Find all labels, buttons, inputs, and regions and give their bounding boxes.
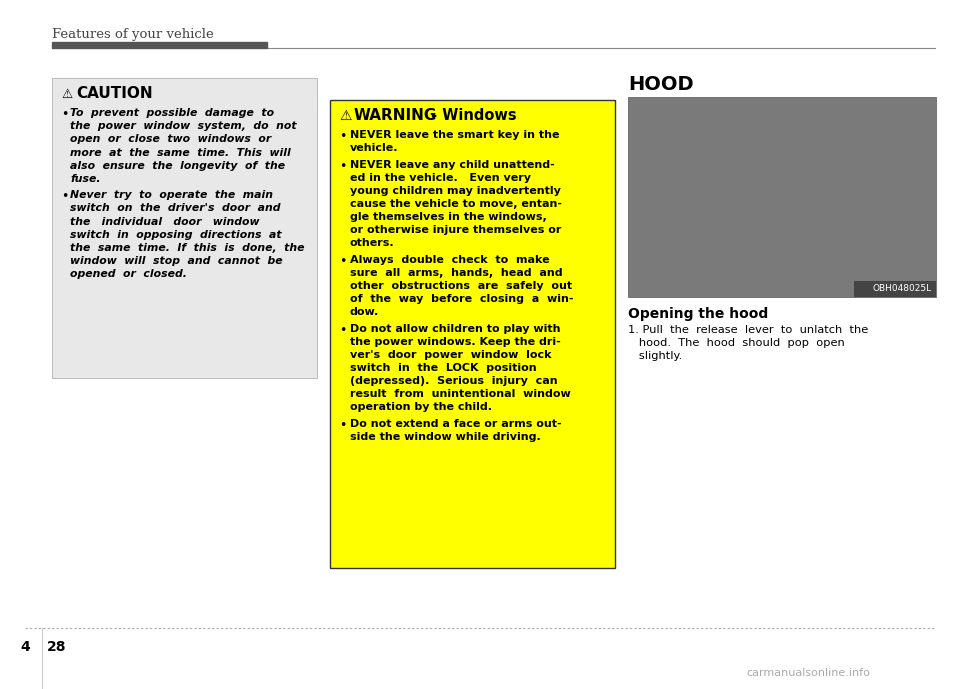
Text: window  will  stop  and  cannot  be: window will stop and cannot be <box>70 256 282 266</box>
FancyBboxPatch shape <box>330 100 615 568</box>
Text: cause the vehicle to move, entan-: cause the vehicle to move, entan- <box>350 199 562 209</box>
Text: other  obstructions  are  safely  out: other obstructions are safely out <box>350 281 572 291</box>
Text: •: • <box>339 419 347 432</box>
Text: 1. Pull  the  release  lever  to  unlatch  the: 1. Pull the release lever to unlatch the <box>628 325 868 335</box>
Text: sure  all  arms,  hands,  head  and: sure all arms, hands, head and <box>350 268 563 278</box>
Text: ⚠: ⚠ <box>339 109 351 123</box>
Text: •: • <box>339 160 347 173</box>
Text: gle themselves in the windows,: gle themselves in the windows, <box>350 212 547 222</box>
Text: the  power  window  system,  do  not: the power window system, do not <box>70 121 297 131</box>
Text: switch  in  opposing  directions  at: switch in opposing directions at <box>70 230 281 240</box>
Text: side the window while driving.: side the window while driving. <box>350 432 540 442</box>
Text: (depressed).  Serious  injury  can: (depressed). Serious injury can <box>350 376 558 386</box>
Text: •: • <box>61 108 68 121</box>
Text: of  the  way  before  closing  a  win-: of the way before closing a win- <box>350 294 573 304</box>
Text: HOOD: HOOD <box>628 75 694 94</box>
FancyBboxPatch shape <box>52 78 317 378</box>
Bar <box>854 281 936 297</box>
Text: or otherwise injure themselves or: or otherwise injure themselves or <box>350 225 562 235</box>
Text: opened  or  closed.: opened or closed. <box>70 269 187 280</box>
Text: Features of your vehicle: Features of your vehicle <box>52 28 214 41</box>
Text: young children may inadvertently: young children may inadvertently <box>350 186 561 196</box>
Text: •: • <box>339 130 347 143</box>
Text: 4: 4 <box>20 640 30 654</box>
Text: •: • <box>339 324 347 337</box>
Text: also  ensure  the  longevity  of  the: also ensure the longevity of the <box>70 161 285 171</box>
Bar <box>52 42 267 48</box>
Text: ed in the vehicle.   Even very: ed in the vehicle. Even very <box>350 173 531 183</box>
Text: slightly.: slightly. <box>628 351 683 361</box>
Text: •: • <box>339 255 347 268</box>
Text: vehicle.: vehicle. <box>350 143 398 153</box>
Text: switch  on  the  driver's  door  and: switch on the driver's door and <box>70 203 280 214</box>
Text: the   individual   door   window: the individual door window <box>70 216 259 227</box>
Text: - Windows: - Windows <box>426 108 516 123</box>
Text: ver's  door  power  window  lock: ver's door power window lock <box>350 350 551 360</box>
Text: more  at  the  same  time.  This  will: more at the same time. This will <box>70 147 291 158</box>
Text: Always  double  check  to  make: Always double check to make <box>350 255 550 265</box>
Text: To  prevent  possible  damage  to: To prevent possible damage to <box>70 108 275 118</box>
Text: Never  try  to  operate  the  main: Never try to operate the main <box>70 190 273 200</box>
Text: CAUTION: CAUTION <box>76 87 153 101</box>
Text: NEVER leave the smart key in the: NEVER leave the smart key in the <box>350 130 560 140</box>
Text: carmanualsonline.info: carmanualsonline.info <box>746 668 870 678</box>
Text: •: • <box>61 190 68 203</box>
Text: result  from  unintentional  window: result from unintentional window <box>350 389 571 399</box>
Bar <box>628 97 936 297</box>
Text: OBH048025L: OBH048025L <box>873 284 932 293</box>
Text: the  same  time.  If  this  is  done,  the: the same time. If this is done, the <box>70 243 304 253</box>
Text: the power windows. Keep the dri-: the power windows. Keep the dri- <box>350 337 561 347</box>
Text: Do not extend a face or arms out-: Do not extend a face or arms out- <box>350 419 562 429</box>
Text: operation by the child.: operation by the child. <box>350 402 492 412</box>
Text: dow.: dow. <box>350 307 379 317</box>
Text: WARNING: WARNING <box>354 108 438 123</box>
Text: Opening the hood: Opening the hood <box>628 307 768 321</box>
Text: hood.  The  hood  should  pop  open: hood. The hood should pop open <box>628 338 845 348</box>
Text: fuse.: fuse. <box>70 174 101 184</box>
Text: 28: 28 <box>47 640 66 654</box>
Text: open  or  close  two  windows  or: open or close two windows or <box>70 134 272 145</box>
Text: switch  in  the  LOCK  position: switch in the LOCK position <box>350 363 537 373</box>
Text: ⚠: ⚠ <box>61 88 72 101</box>
Text: Do not allow children to play with: Do not allow children to play with <box>350 324 561 334</box>
Text: NEVER leave any child unattend-: NEVER leave any child unattend- <box>350 160 555 170</box>
Text: others.: others. <box>350 238 395 248</box>
